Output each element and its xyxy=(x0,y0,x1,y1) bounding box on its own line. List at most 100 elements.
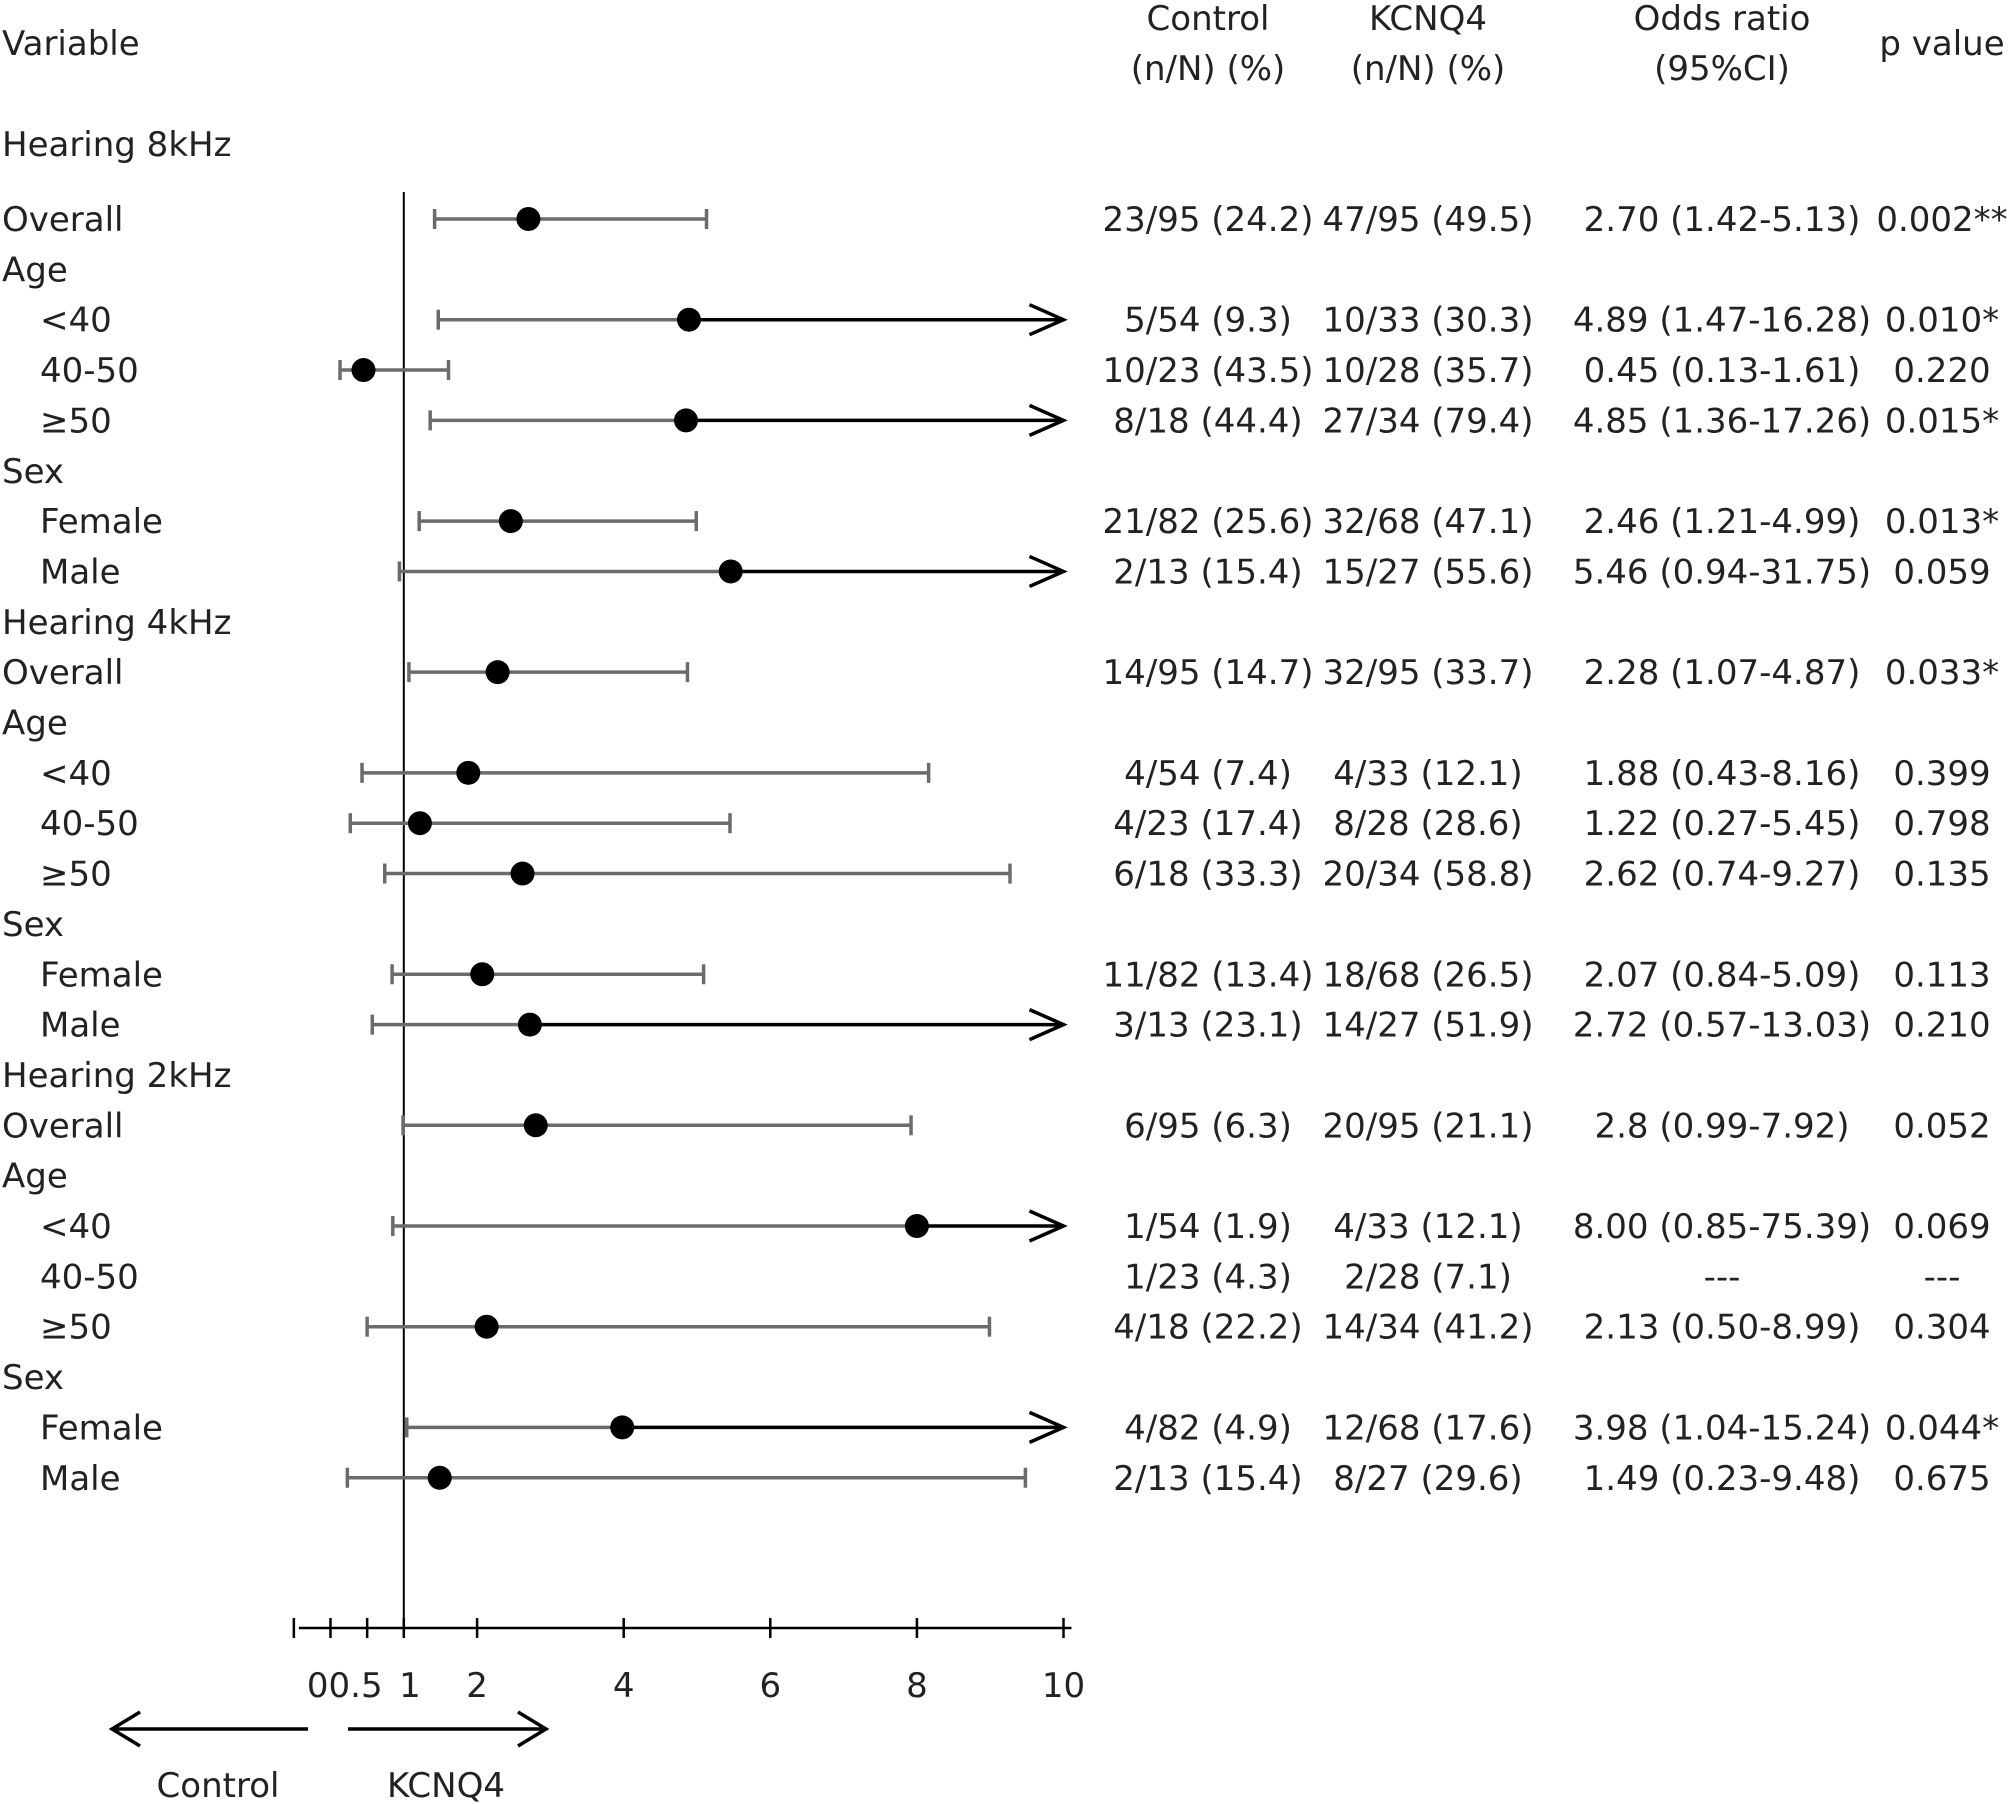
row-label: <40 xyxy=(40,754,112,794)
row-label: Overall xyxy=(2,200,124,240)
point-estimate xyxy=(904,1214,929,1238)
cell-control: 8/18 (44.4) xyxy=(1113,401,1302,441)
cell-odds-ratio: 2.28 (1.07-4.87) xyxy=(1584,653,1861,693)
header-variable: Variable xyxy=(2,24,140,64)
cell-p-value: 0.044* xyxy=(1885,1408,1999,1448)
cell-kcnq4: 10/33 (30.3) xyxy=(1322,301,1533,341)
ci-arrowhead xyxy=(1028,1410,1068,1445)
cell-odds-ratio: 1.22 (0.27-5.45) xyxy=(1584,804,1861,844)
cell-kcnq4: 15/27 (55.6) xyxy=(1322,552,1533,592)
x-axis-tick-label: 8 xyxy=(906,1666,928,1706)
point-estimate xyxy=(485,660,510,685)
cell-kcnq4: 20/34 (58.8) xyxy=(1322,855,1533,895)
cell-odds-ratio: 2.70 (1.42-5.13) xyxy=(1584,200,1861,240)
cell-kcnq4: 20/95 (21.1) xyxy=(1322,1106,1533,1146)
plot-area xyxy=(338,192,1068,1628)
cell-p-value: 0.059 xyxy=(1893,552,1990,592)
row-label: ≥50 xyxy=(40,401,112,441)
cell-p-value: 0.015* xyxy=(1885,401,1999,441)
cell-odds-ratio: 2.13 (0.50-8.99) xyxy=(1584,1308,1861,1348)
cell-control: 1/54 (1.9) xyxy=(1124,1207,1292,1247)
cell-kcnq4: 8/28 (28.6) xyxy=(1333,804,1522,844)
ci-arrowhead xyxy=(1028,1209,1068,1243)
point-estimate xyxy=(523,1113,548,1138)
row-label: <40 xyxy=(40,1207,112,1247)
cell-odds-ratio: 2.46 (1.21-4.99) xyxy=(1584,502,1861,542)
row-label: ≥50 xyxy=(40,1308,112,1348)
direction-label-kcnq4: KCNQ4 xyxy=(387,1766,505,1804)
cell-kcnq4: 18/68 (26.5) xyxy=(1322,955,1533,995)
row-label: Female xyxy=(40,502,163,542)
point-estimate xyxy=(676,307,701,332)
x-axis: 0 0.5 1 2 4 6 8 10 xyxy=(292,1618,1085,1706)
cell-kcnq4: 47/95 (49.5) xyxy=(1322,200,1533,240)
cell-p-value: 0.798 xyxy=(1893,804,1990,844)
row-label: Female xyxy=(40,955,163,995)
confidence-intervals xyxy=(338,209,1068,1488)
point-estimate xyxy=(517,1012,542,1037)
group-label: Age xyxy=(2,250,68,290)
ci-arrowhead xyxy=(1028,554,1068,589)
cell-p-value: 0.052 xyxy=(1893,1106,1990,1146)
cell-kcnq4: 2/28 (7.1) xyxy=(1344,1257,1512,1297)
cell-kcnq4: 32/95 (33.7) xyxy=(1322,653,1533,693)
x-axis-tick-label: 2 xyxy=(466,1666,488,1706)
header-p-value: p value xyxy=(1879,24,2004,64)
cell-p-value: 0.013* xyxy=(1885,502,1999,542)
cell-p-value: 0.002** xyxy=(1876,200,2007,240)
cell-kcnq4: 10/28 (35.7) xyxy=(1322,351,1533,391)
x-axis-tick-label: 0 xyxy=(307,1666,329,1706)
point-estimate xyxy=(474,1314,499,1339)
x-axis-tick-labels: 0 0.5 1 2 4 6 8 10 xyxy=(307,1666,1085,1706)
group-label: Age xyxy=(2,1157,68,1197)
row-label: <40 xyxy=(40,301,112,341)
point-estimate xyxy=(498,509,523,534)
point-estimates xyxy=(351,207,929,1490)
cell-p-value: 0.010* xyxy=(1885,301,1999,341)
cell-control: 6/95 (6.3) xyxy=(1124,1106,1292,1146)
header-control-line1: Control xyxy=(1147,0,1270,39)
point-estimate xyxy=(610,1415,635,1440)
cell-kcnq4: 14/34 (41.2) xyxy=(1322,1308,1533,1348)
point-estimate xyxy=(674,408,699,433)
cell-odds-ratio: 2.07 (0.84-5.09) xyxy=(1584,955,1861,995)
x-axis-tick-label: 1 xyxy=(399,1666,421,1706)
header-kcnq4-line2: (n/N) (%) xyxy=(1351,49,1506,89)
cell-odds-ratio: 8.00 (0.85-75.39) xyxy=(1573,1207,1871,1247)
cell-control: 5/54 (9.3) xyxy=(1124,301,1292,341)
row-labels: Hearing 8kHz Overall Age <40 40-50 ≥50 Sex Fema… xyxy=(2,125,231,1499)
cell-odds-ratio: 1.49 (0.23-9.48) xyxy=(1584,1459,1861,1499)
cell-control: 4/82 (4.9) xyxy=(1124,1408,1292,1448)
cell-control: 2/13 (15.4) xyxy=(1113,1459,1302,1499)
cell-control: 21/82 (25.6) xyxy=(1102,502,1313,542)
point-estimate xyxy=(516,207,541,231)
row-label: Overall xyxy=(2,653,124,693)
row-label: Male xyxy=(40,1459,121,1499)
row-label: Male xyxy=(40,552,121,592)
row-label: 40-50 xyxy=(40,351,139,391)
point-estimate xyxy=(718,559,743,584)
group-label: Sex xyxy=(2,452,64,492)
row-label: Female xyxy=(40,1408,163,1448)
cell-kcnq4: 4/33 (12.1) xyxy=(1333,1207,1522,1247)
row-label: 40-50 xyxy=(40,1257,139,1297)
point-estimate xyxy=(351,358,376,383)
row-label: Overall xyxy=(2,1106,124,1146)
cell-p-value: 0.220 xyxy=(1893,351,1990,391)
cell-p-value: 0.210 xyxy=(1893,1006,1990,1046)
cell-control: 4/18 (22.2) xyxy=(1113,1308,1302,1348)
cell-p-value: 0.135 xyxy=(1893,855,1990,895)
cell-p-value: 0.069 xyxy=(1893,1207,1990,1247)
row-label: Male xyxy=(40,1006,121,1046)
point-estimate xyxy=(456,760,481,785)
point-estimate xyxy=(510,861,535,886)
cell-odds-ratio: 5.46 (0.94-31.75) xyxy=(1573,552,1871,592)
cell-odds-ratio: 1.88 (0.43-8.16) xyxy=(1584,754,1861,794)
header-or-line1: Odds ratio xyxy=(1634,0,1811,39)
section-label: Hearing 2kHz xyxy=(2,1056,231,1096)
section-label: Hearing 8kHz xyxy=(2,125,231,165)
group-label: Sex xyxy=(2,1358,64,1398)
header-control-line2: (n/N) (%) xyxy=(1131,49,1286,89)
cell-p-value: 0.675 xyxy=(1893,1459,1990,1499)
